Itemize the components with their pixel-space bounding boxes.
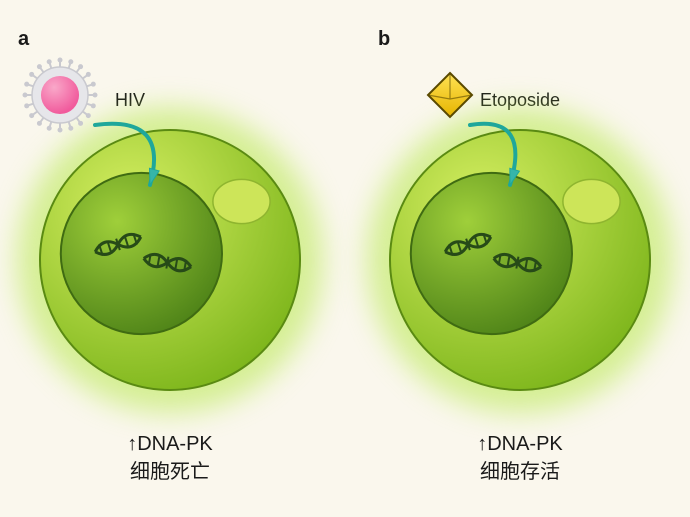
figure-root: a b HIV Etoposide ↑DNA-PK 细胞死亡 ↑DNA-PK 细… (0, 0, 690, 517)
panel-b-label: b (378, 28, 390, 51)
panel-a-label: a (18, 28, 29, 51)
arrow-b (430, 85, 550, 230)
arrow-a (55, 85, 190, 230)
panel-b-caption: ↑DNA-PK 细胞存活 (450, 430, 590, 486)
panel-a-caption: ↑DNA-PK 细胞死亡 (100, 430, 240, 486)
